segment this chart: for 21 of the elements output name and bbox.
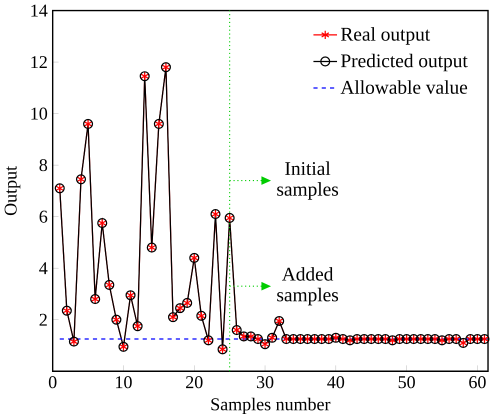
x-tick-label: 30 [256,376,274,388]
y-tick-label: 12 [31,56,47,68]
x-tick-label: 40 [327,376,344,388]
y-tick-label: 6 [40,210,48,223]
y-tick-label: 2 [40,314,47,326]
x-axis-title: Samples number [211,398,330,414]
y-axis-title: Output [4,166,20,216]
x-tick-label: 10 [116,376,132,388]
legend-label: Allowable value [340,80,468,94]
x-tick-label: 0 [48,376,56,388]
annotation: Added samples [277,267,338,306]
x-tick-label: 50 [398,376,415,388]
y-tick-label: 8 [40,159,48,172]
y-tick-label: 10 [31,108,48,120]
annotation: Initial samples [277,162,338,200]
legend-label: Predicted output [340,54,468,72]
x-tick-label: 20 [186,376,203,388]
legend-label: Real output [340,27,430,45]
y-tick-label: 4 [39,262,48,274]
y-tick-label: 14 [31,4,48,17]
x-tick-label: 60 [469,376,486,388]
